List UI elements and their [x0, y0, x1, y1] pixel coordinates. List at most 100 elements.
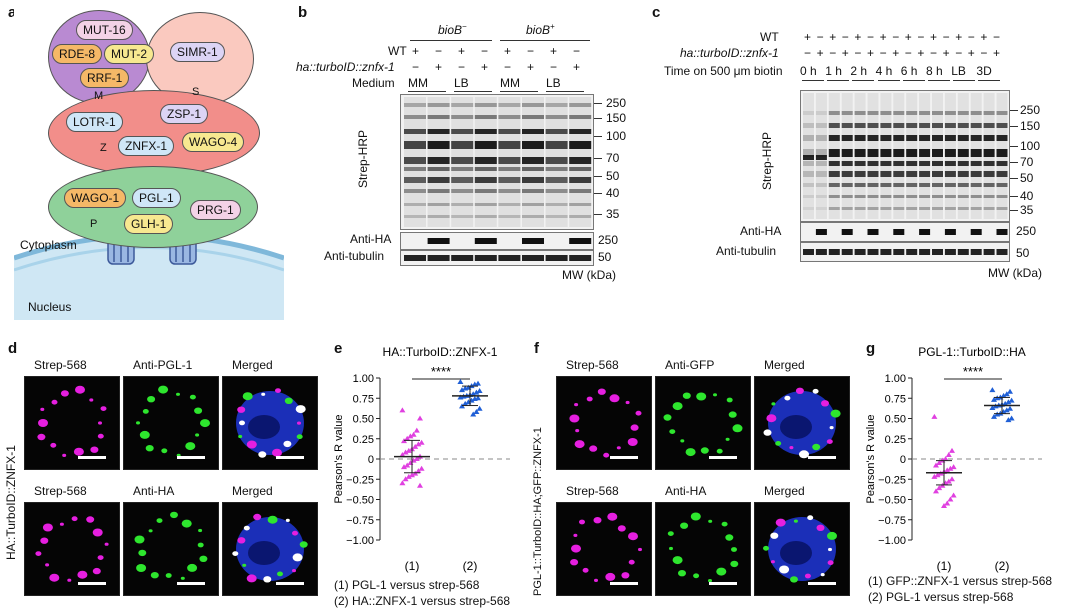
- c-ha-sign: −: [955, 46, 963, 60]
- d-granule-spot: [148, 529, 153, 533]
- b-band: [474, 203, 497, 206]
- d-granule-spot: [189, 394, 196, 400]
- f-granule-spot: [763, 429, 772, 436]
- f-granule-spot: [574, 440, 585, 449]
- b-band: [498, 141, 521, 149]
- x-tick-label: (2): [463, 559, 478, 573]
- b-band: [474, 115, 497, 119]
- c-wt-sign: −: [841, 30, 849, 44]
- c-band: [983, 111, 995, 115]
- c-mw-tick-label: 150: [1020, 119, 1041, 133]
- c-ha-sign: −: [879, 46, 887, 60]
- f-granule-spot: [829, 426, 834, 430]
- c-tub-band: [854, 249, 866, 255]
- data-point: [473, 389, 480, 395]
- c-band: [906, 123, 918, 128]
- b-band: [474, 129, 497, 134]
- c-band: [919, 171, 931, 177]
- c-band: [893, 149, 905, 157]
- f-granule-spot: [690, 512, 701, 521]
- c-band: [893, 161, 905, 166]
- c-time-line: [978, 80, 1001, 81]
- data-point: [473, 409, 480, 415]
- c-mw-tick: [1010, 126, 1018, 127]
- d-micrograph: [24, 376, 120, 470]
- data-point: [470, 411, 477, 417]
- b-medium-label: LB: [546, 76, 561, 90]
- d-granule-spot: [35, 551, 42, 556]
- f-granule-spot: [799, 450, 809, 459]
- pill-mut2: MUT-2: [104, 44, 154, 64]
- b-band: [545, 103, 568, 107]
- b-ha-bands: [427, 238, 592, 244]
- b-band: [545, 189, 568, 193]
- f-granule-spot: [594, 578, 598, 582]
- c-band: [880, 207, 892, 210]
- c-band: [944, 123, 956, 128]
- f-scale-bar: [709, 456, 737, 459]
- c-band: [919, 149, 931, 157]
- f-granule-spot: [827, 560, 834, 566]
- c-band: [880, 123, 892, 128]
- d-nucleus-blob: [248, 541, 280, 565]
- c-band: [970, 111, 982, 115]
- f-granule-spot: [603, 452, 610, 458]
- b-band: [427, 167, 450, 171]
- c-band: [828, 111, 840, 115]
- y-tick-label: −0.50: [878, 495, 906, 507]
- b-band: [404, 103, 426, 107]
- d-granule-spot: [292, 530, 298, 536]
- c-band: [996, 207, 1008, 210]
- data-point: [931, 473, 938, 479]
- b-tub-band: [569, 255, 592, 261]
- data-point: [413, 456, 420, 461]
- b-band: [451, 103, 474, 107]
- c-band: [880, 195, 892, 198]
- c-band: [932, 111, 943, 115]
- b-band: [569, 103, 592, 107]
- b-band: [569, 177, 592, 183]
- f-granule-spot: [766, 414, 777, 423]
- d-granule-spot: [51, 399, 58, 405]
- b-band: [427, 103, 450, 107]
- data-point: [405, 447, 412, 453]
- c-mw-tick: [1010, 162, 1018, 163]
- c-band: [880, 183, 892, 187]
- d-nucleus-blob: [248, 415, 280, 439]
- b-group1: bioB−: [438, 22, 467, 37]
- pill-lotr1: LOTR-1: [66, 112, 123, 132]
- f-scale-bar: [610, 456, 638, 459]
- f-granule-spot: [700, 447, 709, 454]
- b-band: [522, 141, 544, 149]
- b-band: [404, 115, 426, 119]
- f-col-label: Merged: [764, 484, 805, 498]
- c-band: [880, 161, 892, 166]
- d-micrograph-svg: [35, 516, 109, 582]
- d-granule-spot: [292, 569, 296, 573]
- data-point: [949, 476, 955, 482]
- f-granule-spot: [609, 394, 620, 403]
- e-legend-1: (1) PGL-1 versus strep-568: [334, 578, 480, 592]
- c-ha-sign: +: [892, 46, 900, 60]
- c-ha-band: [867, 229, 879, 235]
- c-band: [815, 111, 827, 115]
- d-granule-spot: [275, 388, 281, 393]
- b-band: [522, 103, 544, 107]
- c-row-time: Time on 500 μm biotin: [664, 64, 783, 78]
- c-band: [906, 135, 918, 141]
- panel-e-label: e: [334, 340, 343, 357]
- f-granule-spot: [728, 411, 737, 418]
- c-band: [906, 111, 918, 115]
- data-point: [936, 460, 943, 466]
- f-granule-spot: [628, 559, 635, 565]
- c-mw-tick-label: 50: [1020, 171, 1034, 185]
- c-band: [996, 123, 1008, 128]
- b-band: [569, 189, 592, 193]
- data-point: [1007, 405, 1013, 411]
- f-granule-spot: [713, 393, 717, 397]
- c-band: [854, 149, 866, 157]
- c-band: [944, 183, 956, 187]
- d-granule-spot: [42, 523, 53, 532]
- c-ha-band: [970, 229, 982, 235]
- f-micrograph-svg: [763, 515, 837, 583]
